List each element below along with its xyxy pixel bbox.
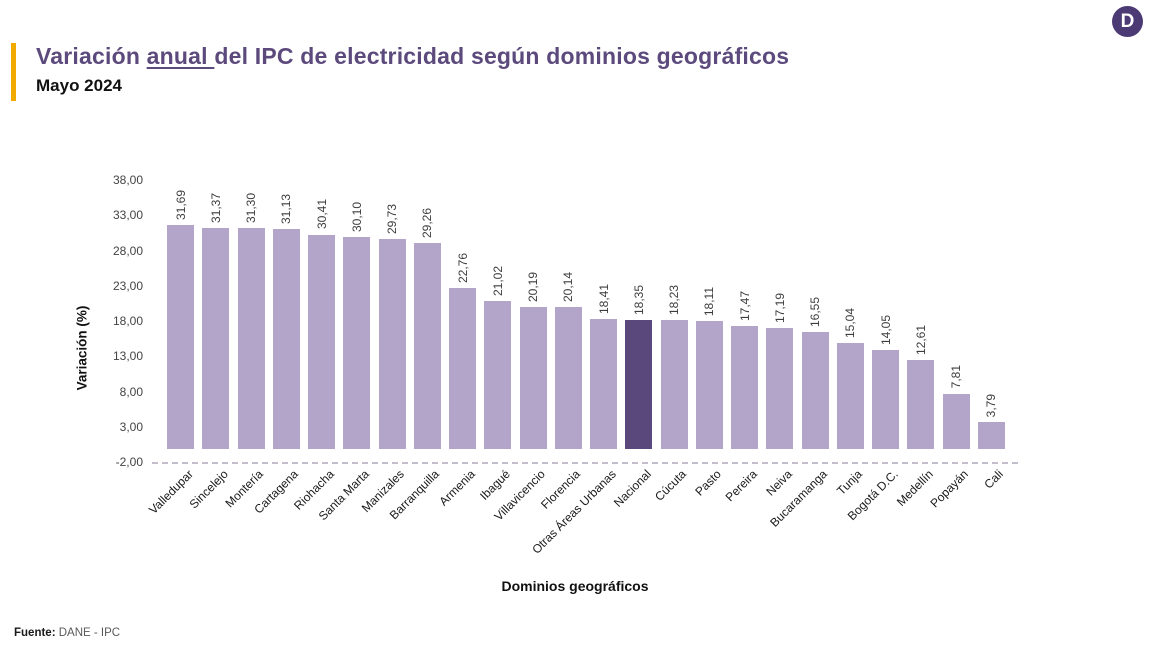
title-suffix: del IPC de electricidad según dominios g…	[214, 43, 790, 69]
bar-value-label: 14,05	[878, 314, 893, 345]
bar-value-label: 18,23	[667, 285, 682, 316]
y-axis-tick-label: 13,00	[112, 349, 143, 364]
y-axis-tick-label: 18,00	[112, 314, 143, 328]
bar	[202, 227, 230, 449]
bar-value-label: 29,73	[385, 204, 400, 235]
bar-value-label: 18,35	[631, 284, 646, 315]
bar-value-label: 17,19	[772, 292, 787, 323]
bar-value-label: 21,02	[490, 265, 505, 296]
bar	[413, 242, 441, 449]
bar-value-label: 31,13	[279, 194, 294, 225]
bar-highlight	[625, 319, 653, 449]
bar	[731, 325, 759, 449]
bar	[554, 306, 582, 449]
source-text: DANE - IPC	[58, 627, 121, 639]
bar	[660, 320, 688, 449]
bar	[977, 422, 1005, 449]
bar	[942, 393, 970, 449]
logo-letter: D	[1120, 10, 1135, 32]
bar	[167, 225, 195, 449]
bar-value-label: 30,10	[349, 201, 364, 232]
x-axis-line	[152, 462, 1018, 464]
bar-value-label: 22,76	[455, 253, 470, 284]
bar	[695, 321, 723, 449]
bar-value-label: 31,30	[244, 193, 259, 224]
bar-value-label: 30,41	[314, 199, 329, 230]
page-title: Variación anual del IPC de electricidad …	[36, 42, 789, 71]
dane-logo: D	[1112, 6, 1143, 37]
bar	[237, 228, 265, 449]
y-axis-tick-label: 8,00	[119, 384, 143, 399]
bar	[308, 234, 336, 449]
bar-value-label: 20,14	[561, 271, 576, 302]
bar	[519, 306, 547, 449]
subtitle: Mayo 2024	[36, 75, 122, 95]
bar	[766, 327, 794, 449]
title-prefix: Variación	[36, 43, 147, 69]
y-axis-tick-label: 3,00	[119, 419, 143, 434]
y-axis-tick-label: 38,00	[112, 173, 143, 187]
bar	[836, 342, 864, 449]
source-note: Fuente: DANE - IPC	[14, 627, 120, 639]
bar	[378, 239, 406, 449]
bar	[449, 288, 477, 449]
y-axis-tick-label: 23,00	[112, 278, 143, 293]
bar	[907, 359, 935, 449]
header: Variación anual del IPC de electricidad …	[36, 42, 789, 96]
bar-value-label: 17,47	[737, 290, 752, 321]
bar-value-label: 31,69	[173, 190, 188, 221]
bar-value-label: 15,04	[843, 307, 858, 338]
bar-value-label: 16,55	[808, 297, 823, 328]
y-axis-tick-label: 28,00	[112, 243, 143, 258]
bar-value-label: 12,61	[913, 324, 928, 355]
bar-value-label: 29,26	[420, 207, 435, 238]
title-underlined-word: anual	[146, 43, 215, 69]
bar-value-label: 31,37	[208, 192, 223, 223]
y-axis-tick-label: 33,00	[112, 208, 143, 223]
bar	[484, 300, 512, 449]
bar-value-label: 18,41	[596, 284, 611, 315]
bar	[343, 236, 371, 449]
bar-value-label: 20,19	[526, 271, 541, 302]
bar	[272, 229, 300, 449]
bar-value-label: 7,81	[949, 365, 964, 389]
bar	[801, 332, 829, 449]
source-label: Fuente:	[14, 627, 56, 639]
bar	[872, 349, 900, 449]
bar-value-label: 3,79	[984, 393, 999, 418]
bar	[590, 319, 618, 449]
bar-value-label: 18,11	[702, 287, 717, 317]
title-accent-bar	[11, 43, 16, 101]
y-axis-tick-label: -2,00	[115, 455, 143, 469]
x-axis-title: Dominios geográficos	[501, 578, 649, 594]
